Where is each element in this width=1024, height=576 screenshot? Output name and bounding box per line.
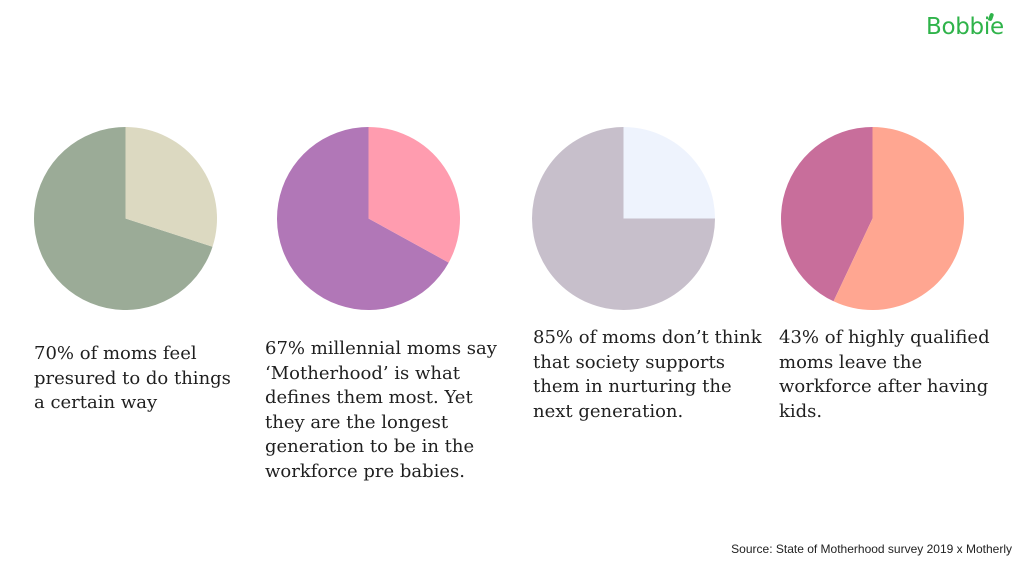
pie-chart-2 [277,127,460,310]
pie-slice-1 [33,127,213,310]
pie-chart-1 [33,127,217,310]
source-note: Source: State of Motherhood survey 2019 … [731,542,1012,556]
pie-slice-2 [833,127,964,310]
caption-1: 70% of moms feel presured to do things a… [34,343,231,413]
pie-slice-2 [623,127,715,219]
pie-slice-1 [277,127,449,310]
pie-chart-3 [532,127,715,310]
pie-slice-2 [368,127,460,263]
bobbie-logo: Bobbie [926,12,1004,40]
pie-slice-2 [125,127,217,247]
pie-slice-1 [781,127,873,302]
caption-3: 85% of moms don’t think that society sup… [533,327,762,422]
caption-4: 43% of highly qualified moms leave the w… [779,327,990,422]
caption-2: 67% millennial moms say ‘Motherhood’ is … [265,338,497,482]
pie-chart-4 [781,127,964,310]
